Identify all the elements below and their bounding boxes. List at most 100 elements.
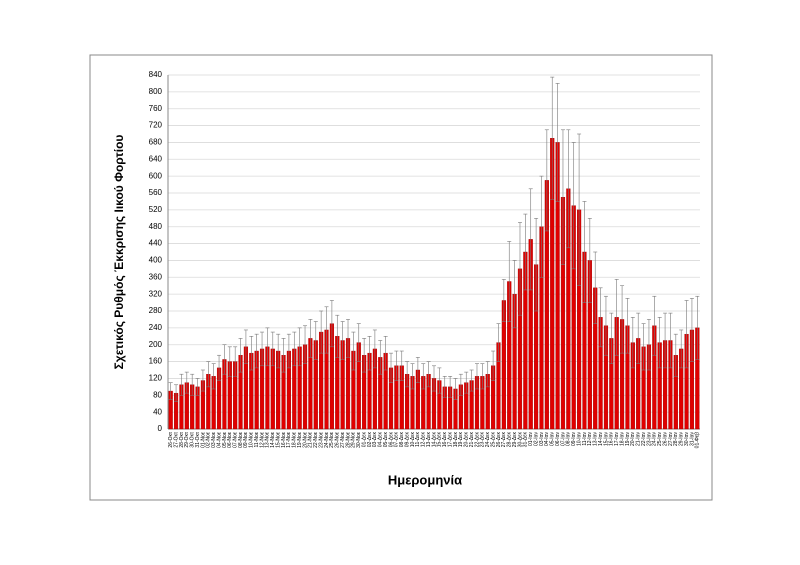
y-tick-label: 200 [149, 340, 163, 349]
x-tick-label: 30-Οκτ [190, 432, 196, 448]
x-tick-label: 09-Νοε [243, 431, 249, 448]
y-tick-label: 0 [158, 424, 163, 433]
x-tick-label: 28-Οκτ [179, 432, 185, 448]
x-tick-label: 14-Δεκ [431, 432, 437, 448]
x-tick-label: 29-Νοε [351, 431, 357, 448]
x-tick-label: 17-Νοε [286, 431, 292, 448]
x-tick-label: 27-Ιαν [668, 432, 674, 447]
y-tick-label: 480 [149, 222, 163, 231]
y-tick-label: 40 [153, 407, 162, 416]
x-tick-label: 15-Ιαν [603, 432, 609, 447]
x-tick-label: 23-Δεκ [480, 432, 486, 448]
x-tick-label: 02-Ιαν [533, 432, 539, 447]
x-tick-label: 28-Ιαν [673, 432, 679, 447]
y-tick-label: 800 [149, 87, 163, 96]
x-tick-label: 10-Νοε [249, 431, 255, 448]
x-tick-label: 20-Δεκ [464, 432, 470, 448]
x-tick-label: 18-Δεκ [453, 432, 459, 448]
x-tick-label: 11-Ιαν [582, 432, 588, 446]
x-tick-label: 04-Δεκ [378, 432, 384, 448]
x-tick-label: 10-Δεκ [410, 432, 416, 448]
x-tick-label: 26-Ιαν [662, 432, 668, 447]
x-tick-label: 29-Ιαν [679, 432, 685, 447]
x-tick-label: 27-Οκτ [173, 432, 179, 448]
x-tick-label: 14-Νοε [270, 431, 276, 448]
x-tick-label: 01-Δεκ [361, 432, 367, 448]
x-tick-label: 12-Δεκ [421, 432, 427, 448]
x-tick-label: 12-Νοε [259, 431, 265, 448]
y-tick-label: 680 [149, 138, 163, 147]
x-tick-label: 30-Ιαν [684, 432, 690, 447]
y-tick-label: 520 [149, 205, 163, 214]
x-tick-label: 17-Ιαν [614, 432, 620, 447]
x-tick-label: 06-Ιαν [555, 432, 561, 447]
x-tick-label: 29-Οκτ [184, 432, 190, 448]
y-tick-label: 360 [149, 272, 163, 281]
x-tick-label: 24-Ιαν [652, 432, 658, 447]
x-tick-label: 03-Νοε [211, 431, 217, 448]
y-tick-label: 280 [149, 306, 163, 315]
x-tick-label: 20-Νοε [302, 431, 308, 448]
x-tick-label: 31-Οκτ [195, 432, 201, 448]
x-tick-label: 12-Ιαν [587, 432, 593, 447]
x-tick-label: 07-Νοε [232, 431, 238, 448]
x-tick-label: 21-Νοε [308, 431, 314, 448]
x-tick-label: 06-Δεκ [388, 432, 394, 448]
x-tick-label: 05-Ιαν [550, 432, 556, 447]
x-tick-label: 10-Ιαν [576, 432, 582, 447]
x-tick-label: 16-Ιαν [609, 432, 615, 447]
x-tick-label: 26-Οκτ [168, 432, 174, 448]
x-tick-label: 20-Ιαν [630, 432, 636, 447]
x-axis-label: Ημερομηνία [388, 472, 462, 487]
y-tick-label: 440 [149, 239, 163, 248]
x-tick-label: 19-Ιαν [625, 432, 631, 447]
x-tick-label: 24-Δεκ [485, 432, 491, 448]
y-tick-label: 600 [149, 171, 163, 180]
x-tick-label: 08-Νοε [238, 431, 244, 448]
x-tick-label: 01-Ιαν [528, 432, 534, 447]
x-tick-label: 24-Νοε [324, 431, 330, 448]
x-tick-label: 27-Δεκ [501, 432, 507, 448]
x-tick-label: 07-Δεκ [394, 432, 400, 448]
x-tick-label: 21-Ιαν [636, 432, 642, 447]
x-tick-label: 23-Νοε [318, 431, 324, 448]
x-tick-label: 13-Ιαν [593, 432, 599, 447]
x-tick-label: 22-Δεκ [474, 432, 480, 448]
x-tick-label: 06-Νοε [227, 431, 233, 448]
x-tick-label: 18-Ιαν [619, 432, 625, 447]
x-tick-label: 25-Νοε [329, 431, 335, 448]
x-tick-label: 13-Νοε [265, 431, 271, 448]
x-tick-label: 02-Δεκ [367, 432, 373, 448]
x-tick-label: 09-Ιαν [571, 432, 577, 447]
x-tick-label: 25-Ιαν [657, 432, 663, 447]
x-tick-label: 04-Νοε [216, 431, 222, 448]
x-tick-label: 16-Δεκ [442, 432, 448, 448]
x-tick-label: 28-Νοε [345, 431, 351, 448]
x-tick-label: 25-Δεκ [490, 432, 496, 448]
x-tick-label: 19-Νοε [297, 431, 303, 448]
y-axis-label: Σχετικός Ρυθμός Έκκρισης Ιικού Φορτίου [112, 135, 126, 370]
y-tick-label: 400 [149, 256, 163, 265]
x-tick-label: 11-Δεκ [415, 432, 421, 447]
x-tick-label: 26-Νοε [335, 431, 341, 448]
x-tick-label: 23-Ιαν [646, 432, 652, 447]
y-tick-label: 840 [149, 70, 163, 79]
x-tick-label: 17-Δεκ [447, 432, 453, 448]
x-tick-label: 01-Νοε [200, 431, 206, 448]
y-tick-label: 240 [149, 323, 163, 332]
y-tick-label: 80 [153, 390, 162, 399]
x-tick-label: 07-Ιαν [560, 432, 566, 447]
x-tick-label: 29-Δεκ [512, 432, 518, 448]
x-tick-label: 22-Νοε [313, 431, 319, 448]
x-tick-label: 01-Φεβ [695, 432, 701, 448]
x-tick-label: 11-Νοε [254, 431, 260, 447]
y-tick-label: 720 [149, 121, 163, 130]
x-tick-label: 21-Δεκ [469, 432, 475, 448]
y-tick-label: 320 [149, 289, 163, 298]
x-tick-label: 09-Δεκ [404, 432, 410, 448]
x-tick-label: 18-Νοε [292, 431, 298, 448]
x-tick-label: 14-Ιαν [598, 432, 604, 447]
y-tick-label: 640 [149, 154, 163, 163]
x-tick-label: 08-Ιαν [566, 432, 572, 447]
